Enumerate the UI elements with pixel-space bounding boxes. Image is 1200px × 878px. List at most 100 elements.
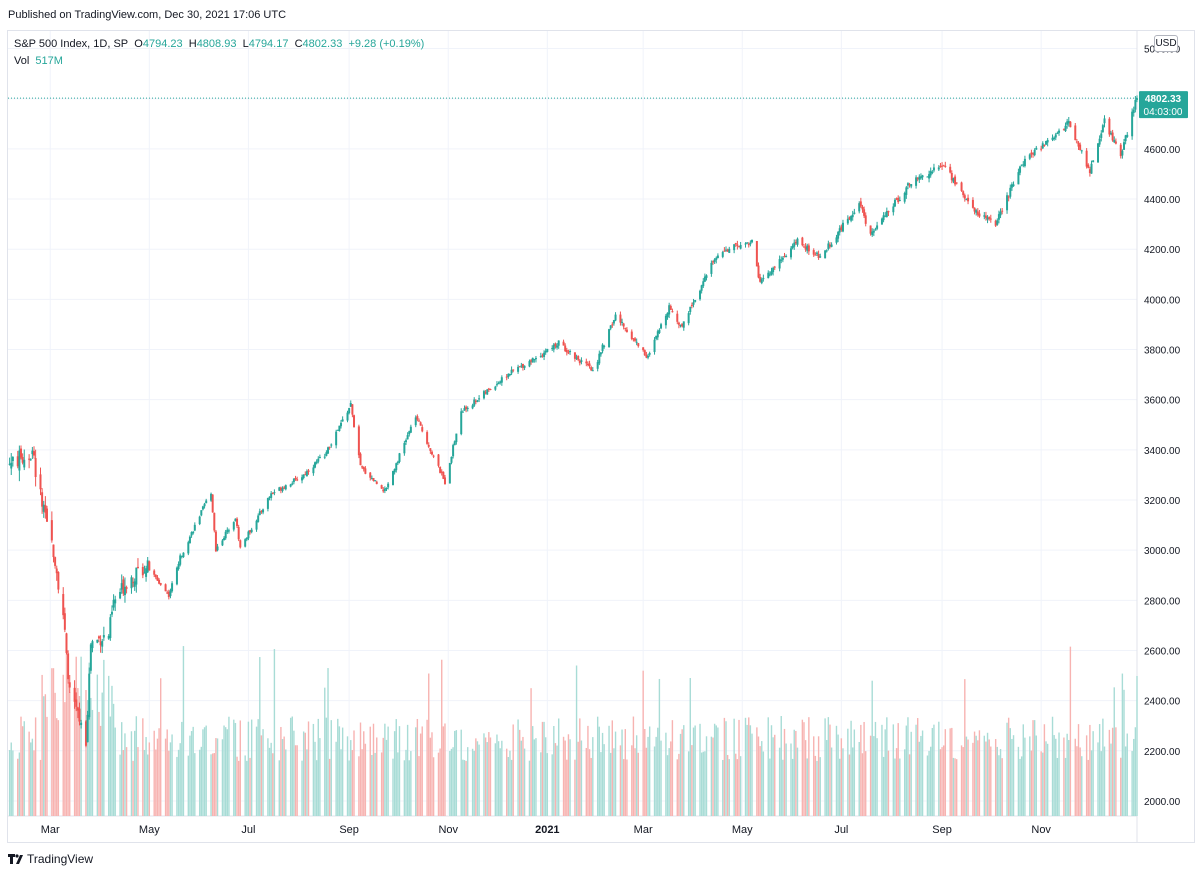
- volume-bar: [1090, 750, 1093, 816]
- volume-bar: [517, 719, 519, 816]
- volume-bar: [132, 760, 134, 816]
- candle-body: [1058, 130, 1061, 133]
- volume-bar: [405, 749, 407, 816]
- candle-body: [812, 250, 815, 255]
- footer-brand[interactable]: TradingView: [8, 851, 93, 869]
- volume-bar: [881, 724, 883, 816]
- time-axis: Mar May Jul Sep Nov 2021 Mar May Jul Sep Nov: [41, 824, 1052, 836]
- volume-bar: [897, 723, 899, 816]
- volume-bar: [520, 740, 523, 816]
- candle-body: [19, 448, 22, 458]
- volume-bar: [1030, 750, 1033, 816]
- currency-button[interactable]: USD: [1154, 35, 1178, 52]
- candle-body: [1067, 120, 1070, 124]
- candle-body: [975, 210, 978, 213]
- candle-body: [362, 467, 365, 470]
- candle-body: [414, 417, 417, 426]
- candle-body: [596, 362, 599, 369]
- candle-body: [260, 511, 263, 513]
- volume-bar: [397, 752, 399, 816]
- volume-bar: [374, 752, 376, 816]
- volume-bar: [101, 692, 103, 816]
- candle-body: [690, 305, 693, 307]
- candle-body: [751, 239, 754, 243]
- candle-body: [307, 470, 310, 472]
- candle-body: [247, 531, 250, 539]
- volume-bar: [257, 719, 259, 816]
- volume-bar: [928, 750, 930, 816]
- volume-bar: [380, 752, 383, 816]
- candle-body: [289, 484, 292, 487]
- volume-bar: [99, 725, 102, 816]
- candle-body: [159, 583, 162, 585]
- candle-body: [915, 177, 918, 186]
- candle-body: [1010, 184, 1013, 188]
- candle-body: [166, 592, 169, 594]
- x-tick-label: 2021: [535, 824, 559, 836]
- candle-body: [585, 361, 588, 364]
- candle-body: [734, 243, 737, 245]
- volume-bar: [952, 757, 955, 816]
- chart-frame[interactable]: [7, 30, 1195, 843]
- volume-bar: [668, 748, 670, 816]
- volume-bar: [1045, 741, 1047, 816]
- volume-bar: [291, 716, 293, 816]
- volume-bar: [551, 754, 553, 816]
- volume-bar: [916, 718, 919, 816]
- candle-body: [770, 271, 773, 275]
- candle-body: [658, 329, 661, 333]
- candle-body: [551, 347, 554, 349]
- candle-body: [453, 441, 456, 446]
- candle-body: [1051, 137, 1054, 140]
- candle-body: [270, 493, 273, 498]
- candle-body: [1035, 147, 1038, 150]
- volume-bar: [415, 727, 417, 816]
- volume-bar: [293, 730, 295, 816]
- volume-bar: [289, 717, 292, 816]
- candle-body: [430, 451, 433, 455]
- candle-body: [1069, 121, 1072, 128]
- volume-bar: [171, 734, 173, 816]
- volume-bar: [837, 734, 839, 816]
- candle-body: [452, 445, 455, 457]
- volume-bar: [1020, 756, 1023, 816]
- candle-body: [133, 581, 136, 587]
- candle-body: [349, 402, 352, 407]
- candle-body: [955, 182, 958, 184]
- candle-body: [988, 217, 991, 219]
- volume-bar: [198, 749, 201, 816]
- candle-body: [1136, 98, 1138, 100]
- candle-body: [1108, 118, 1111, 135]
- volume-bar: [613, 748, 615, 816]
- candle-body: [200, 510, 203, 516]
- candle-body: [882, 215, 885, 221]
- volume-bar: [975, 735, 977, 816]
- y-tick-label: 3200.00: [1144, 496, 1181, 507]
- volume-bar: [894, 758, 896, 816]
- volume-bar: [507, 756, 510, 816]
- volume-bar: [306, 749, 308, 816]
- volume-bar: [715, 725, 717, 816]
- candle-body: [726, 249, 729, 252]
- candle-body: [1121, 150, 1124, 156]
- volume-bar: [478, 744, 480, 816]
- volume-bar: [535, 738, 537, 816]
- candle-body: [406, 435, 409, 440]
- volume-bar: [462, 759, 464, 816]
- volume-bar: [839, 758, 841, 816]
- candle-body: [123, 586, 126, 596]
- volume-bar: [990, 746, 992, 816]
- candle-body: [926, 176, 929, 178]
- y-tick-label: 3000.00: [1144, 546, 1181, 557]
- volume-bar: [239, 720, 241, 816]
- candle-body: [806, 245, 809, 251]
- volume-bar: [1032, 720, 1034, 816]
- candle-body: [869, 225, 872, 234]
- candle-body: [827, 243, 830, 249]
- volume-bar: [213, 753, 216, 816]
- volume-bar: [387, 726, 389, 816]
- volume-bar: [364, 743, 367, 816]
- volume-bar: [735, 753, 737, 816]
- price-candles: [8, 95, 1138, 748]
